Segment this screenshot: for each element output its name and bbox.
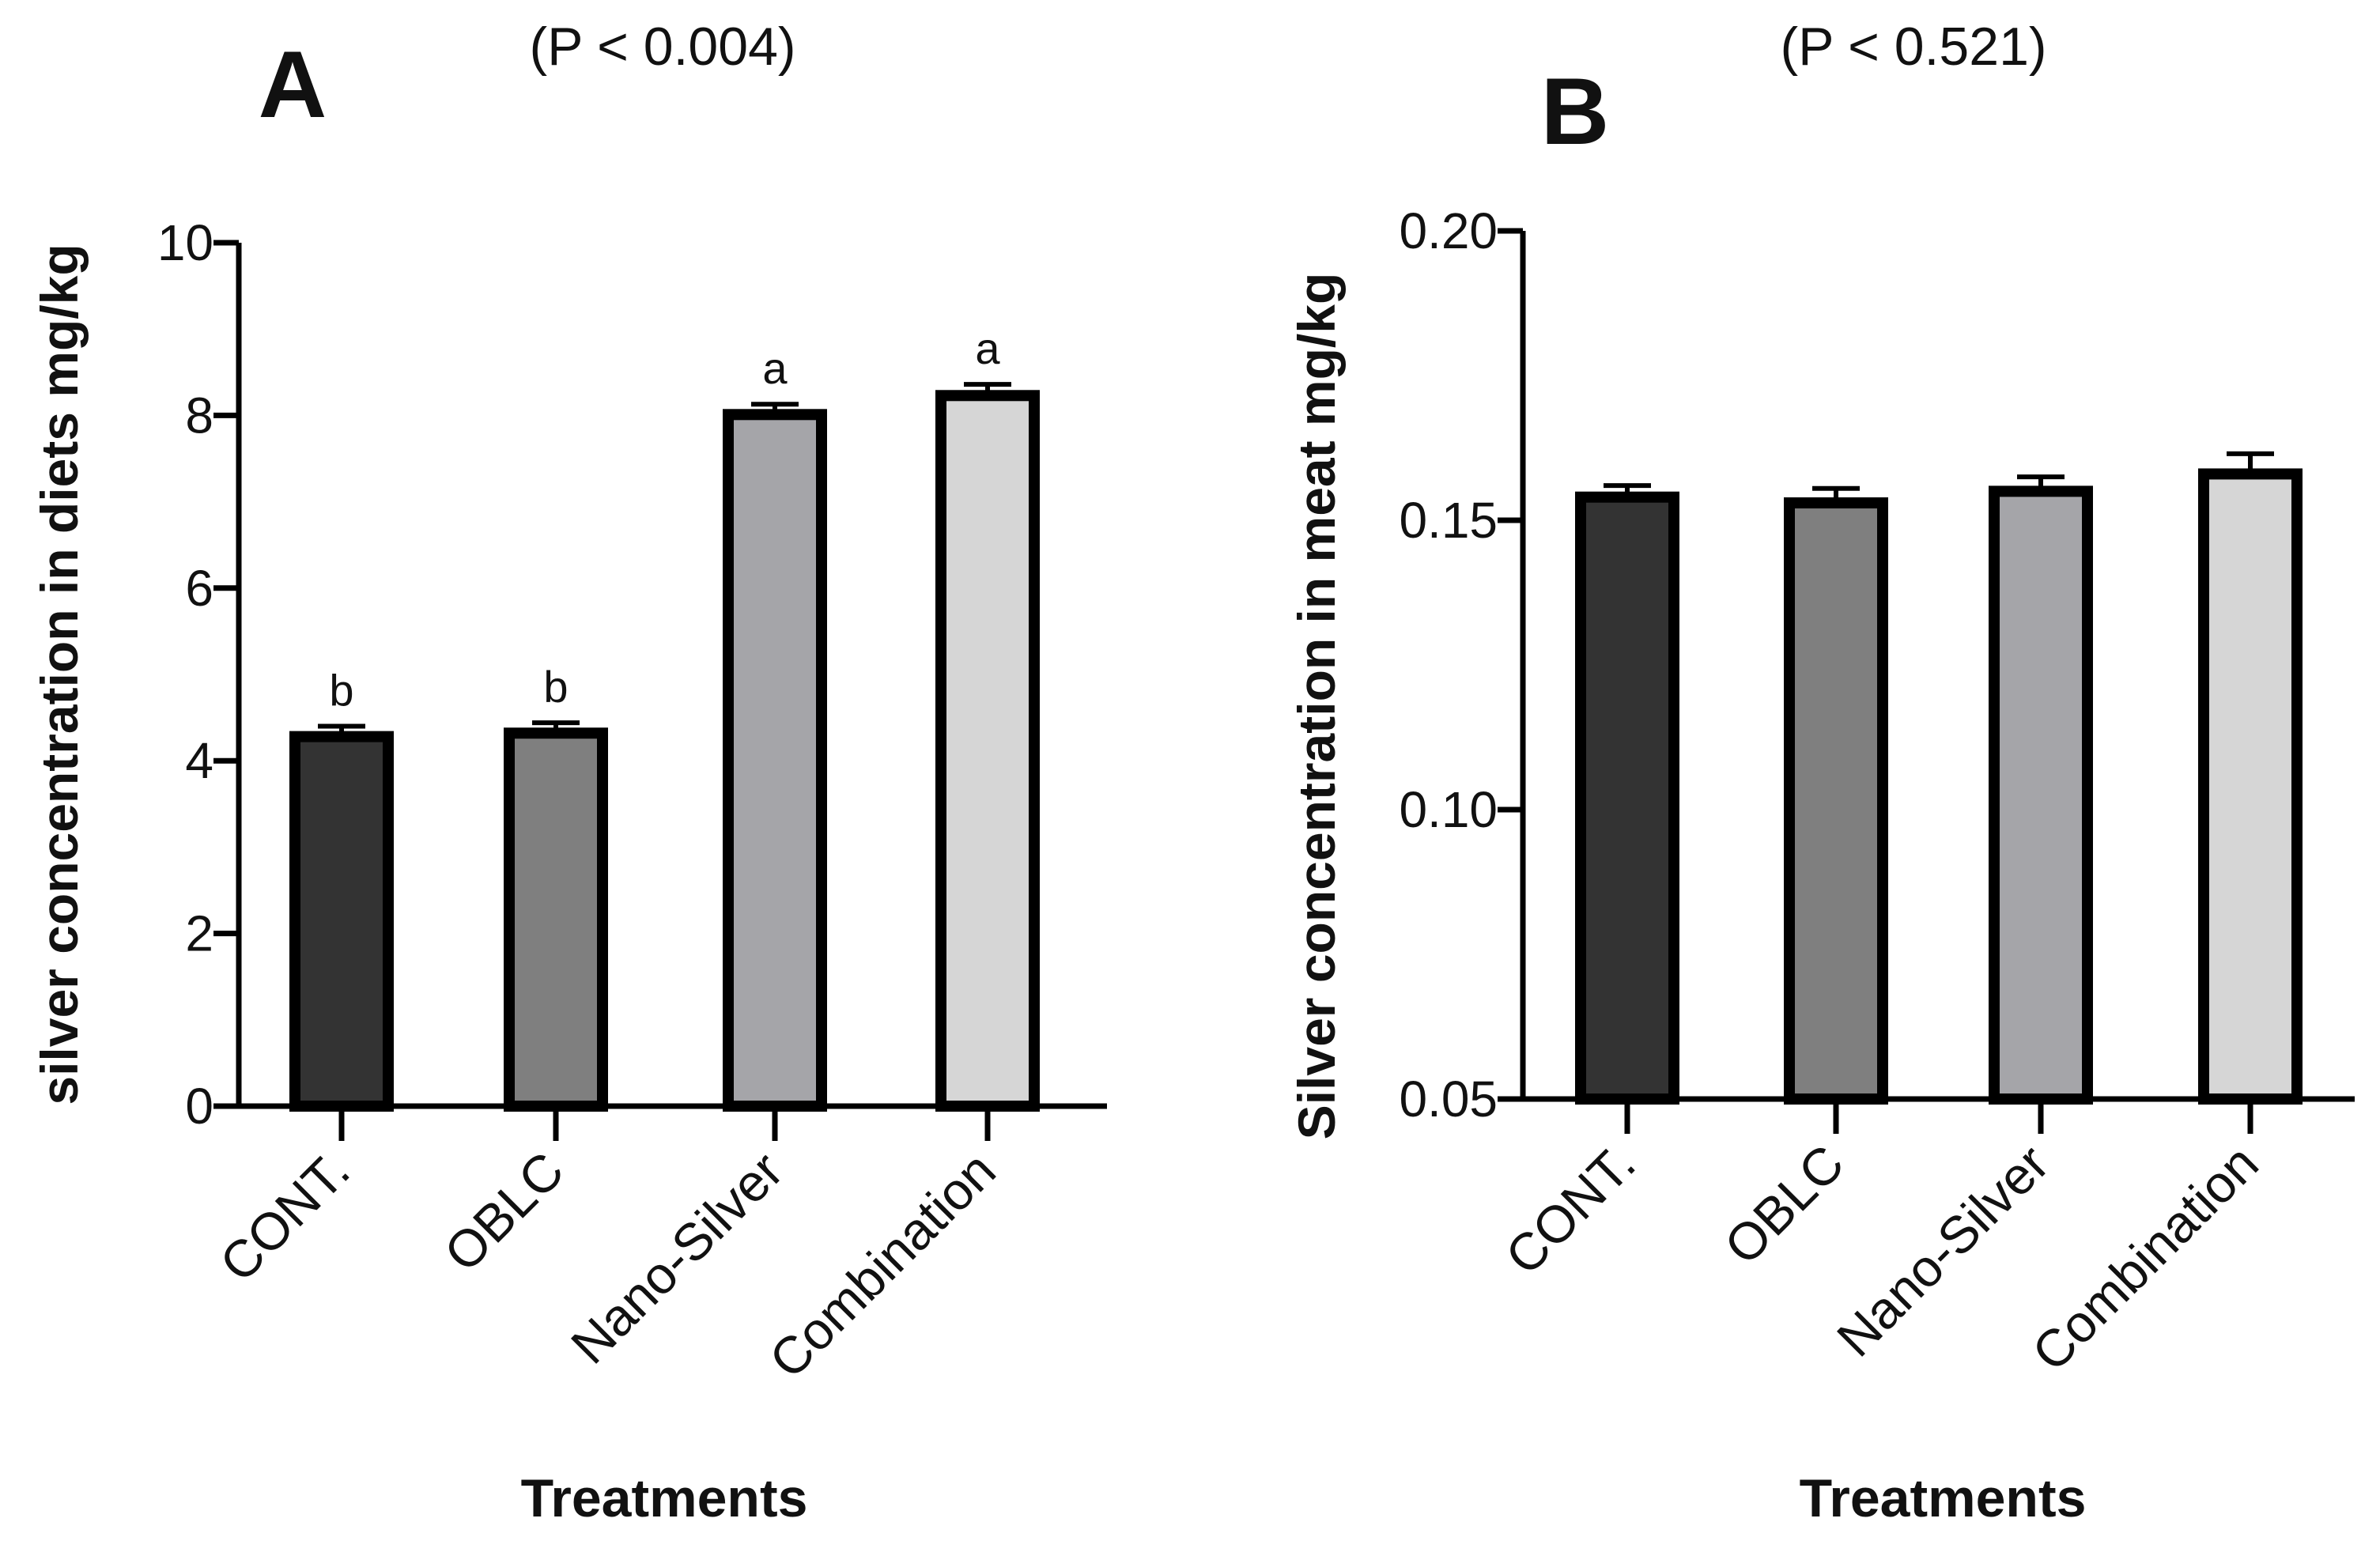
panel-label: A — [259, 32, 327, 138]
bar-combination — [935, 390, 1040, 1112]
panel-label: B — [1541, 59, 1610, 164]
bar-nano-silver — [1989, 485, 2093, 1105]
x-axis-label: Treatments — [1800, 1468, 2087, 1528]
x-tick-label: Nano-Silver — [560, 1141, 794, 1375]
chart-panel-a: A (P < 0.004) silver concentration in diet… — [30, 17, 1107, 1528]
significance-letter: a — [762, 343, 788, 393]
y-tick-label: 0 — [185, 1078, 213, 1135]
y-tick-label: 6 — [185, 560, 213, 617]
x-tick-label: Combination — [2021, 1134, 2269, 1382]
y-tick-label: 0.05 — [1399, 1071, 1498, 1127]
y-tick-label: 2 — [185, 905, 213, 962]
bar-nano-silver — [723, 409, 827, 1112]
bar-cont — [1575, 491, 1679, 1105]
y-axis-label: silver concentration in diets mg/kg — [30, 244, 89, 1105]
x-tick-label: Nano-Silver — [1826, 1134, 2060, 1368]
y-tick-label: 0.15 — [1399, 492, 1498, 549]
y-tick-label: 8 — [185, 387, 213, 444]
y-tick-label: 0.10 — [1399, 781, 1498, 838]
bar-combination — [2198, 468, 2303, 1105]
significance-letter: a — [975, 323, 1000, 373]
x-tick-label: CONT. — [209, 1141, 361, 1293]
x-tick-label: OBLC — [1713, 1134, 1854, 1275]
bar-oblc — [1784, 497, 1888, 1105]
x-tick-label: Combination — [758, 1141, 1007, 1389]
chart-panel-b: B (P < 0.521) Silver concentration in meat… — [1287, 17, 2355, 1528]
x-tick-label: CONT. — [1494, 1134, 1646, 1286]
chart-title: (P < 0.004) — [529, 17, 795, 77]
significance-letter: b — [543, 662, 568, 712]
bar-cont — [289, 731, 394, 1112]
y-tick-label: 10 — [157, 214, 213, 271]
x-tick-label: OBLC — [433, 1141, 574, 1282]
y-tick-label: 0.20 — [1399, 202, 1498, 259]
significance-letter: b — [329, 666, 353, 716]
y-tick-label: 4 — [185, 732, 213, 789]
x-axis-label: Treatments — [521, 1468, 808, 1528]
bar-oblc — [504, 727, 608, 1112]
chart-title: (P < 0.521) — [1780, 17, 2046, 77]
y-axis-label: Silver concentration in meat mg/kg — [1287, 273, 1346, 1140]
